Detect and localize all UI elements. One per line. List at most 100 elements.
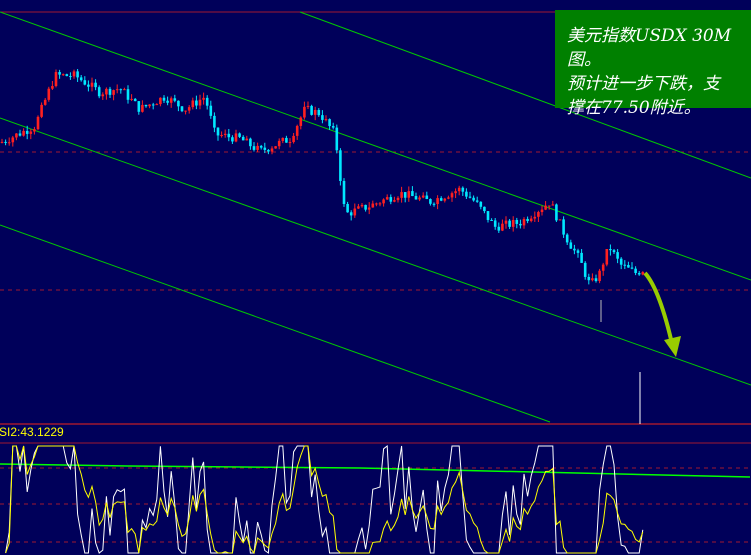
candle-up	[601, 264, 605, 271]
candle-up	[223, 133, 227, 136]
candle-down	[227, 133, 231, 138]
candle-down	[490, 219, 493, 221]
candle-down	[515, 219, 519, 224]
candle-down	[151, 104, 155, 106]
candle-up	[36, 116, 40, 130]
candle-up	[61, 74, 65, 76]
candle-up	[436, 198, 439, 205]
candle-up	[353, 208, 357, 216]
candle-down	[339, 150, 342, 181]
candle-down	[238, 133, 241, 137]
candle-up	[547, 205, 551, 207]
rsi-slow-line	[5, 445, 644, 555]
candle-down	[461, 187, 465, 192]
candle-up	[51, 86, 54, 89]
candle-down	[637, 273, 641, 275]
forecast-arrow	[643, 271, 675, 349]
candle-down	[285, 137, 288, 143]
candle-down	[144, 104, 148, 107]
candle-up	[159, 97, 162, 105]
candle-down	[594, 278, 598, 282]
candle-down	[609, 249, 612, 251]
candle-up	[101, 94, 105, 97]
candle-up	[393, 200, 396, 202]
candle-up	[367, 207, 371, 210]
candle-up	[11, 137, 15, 143]
candle-down	[310, 105, 313, 115]
channel-line-1	[0, 11, 751, 281]
candle-down	[486, 211, 490, 220]
candle-up	[29, 131, 33, 134]
candle-down	[580, 252, 583, 263]
candle-down	[231, 137, 234, 142]
candle-down	[583, 262, 587, 277]
candle-up	[187, 107, 191, 111]
candle-up	[105, 88, 108, 95]
candle-down	[79, 77, 83, 81]
candle-down	[328, 119, 331, 127]
candle-down	[177, 100, 180, 107]
candle-down	[432, 203, 436, 205]
candle-up	[443, 198, 447, 201]
candle-up	[447, 197, 450, 199]
candle-down	[630, 267, 634, 269]
candle-up	[288, 142, 292, 144]
candle-down	[180, 106, 184, 112]
candle-up	[274, 146, 277, 149]
candle-down	[119, 89, 123, 91]
candle-down	[479, 201, 483, 207]
candle-down	[364, 204, 367, 210]
candle-up	[256, 145, 259, 150]
candle-down	[623, 264, 627, 266]
candle-up	[191, 100, 195, 108]
candle-down	[562, 219, 565, 235]
candle-down	[475, 200, 479, 202]
rsi-fast-line	[5, 445, 644, 554]
candle-down	[411, 191, 414, 197]
candle-down	[619, 258, 623, 265]
candle-down	[25, 130, 29, 134]
candle-down	[612, 250, 616, 253]
candle-down	[137, 101, 141, 112]
candle-down	[414, 196, 418, 200]
candle-up	[558, 219, 562, 221]
candle-up	[169, 98, 173, 103]
candle-down	[565, 234, 569, 243]
candle-down	[627, 264, 630, 268]
candle-up	[281, 137, 285, 141]
candle-down	[126, 89, 130, 100]
candle-down	[18, 133, 22, 136]
candle-up	[22, 130, 25, 136]
candle-down	[403, 192, 407, 198]
channel-line-2	[0, 117, 751, 386]
candle-up	[54, 72, 58, 87]
rsi-green-line	[0, 463, 751, 478]
candle-up	[0, 141, 4, 143]
annotation-box: 美元指数USDX 30M 图。 预计进一步下跌，支 撑在77.50附近。	[555, 10, 751, 118]
candle-up	[522, 218, 526, 226]
candle-up	[529, 218, 533, 222]
candle-up	[544, 205, 547, 210]
candle-up	[551, 204, 555, 206]
candle-up	[184, 110, 187, 112]
candle-down	[94, 82, 97, 88]
candle-down	[493, 220, 497, 227]
candle-down	[425, 195, 429, 200]
candle-up	[202, 97, 205, 100]
candle-up	[511, 219, 515, 227]
candle-up	[303, 106, 306, 118]
candle-down	[195, 100, 198, 106]
candle-up	[295, 125, 299, 136]
candle-down	[133, 98, 137, 102]
candle-up	[292, 135, 295, 143]
candle-down	[249, 138, 252, 147]
candle-up	[40, 104, 43, 117]
candle-up	[375, 203, 378, 205]
candle-up	[454, 191, 457, 194]
candle-up	[141, 104, 144, 112]
candle-up	[33, 129, 36, 132]
candle-down	[252, 146, 256, 150]
candle-down	[634, 268, 637, 274]
candle-up	[123, 89, 126, 91]
candle-down	[468, 196, 472, 198]
